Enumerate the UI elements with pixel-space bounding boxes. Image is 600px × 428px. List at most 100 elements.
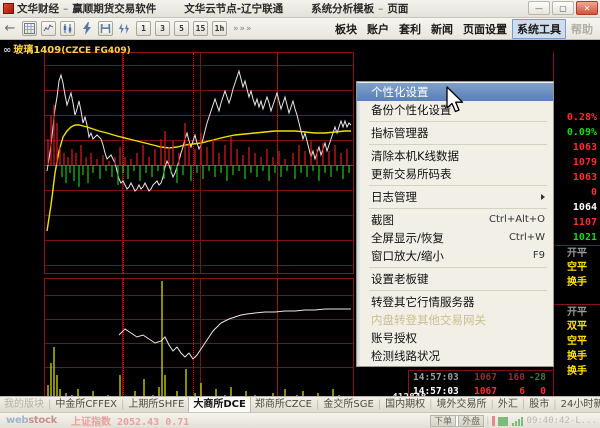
- sector-divider: |: [521, 399, 526, 410]
- index-value: 2052.43: [117, 417, 160, 428]
- menu-option-set-boss-key[interactable]: 设置老板键: [371, 272, 429, 286]
- sector-tab-dce[interactable]: 大商所DCE: [188, 397, 251, 412]
- menu-option-update-exchange-code-table[interactable]: 更新交易所码表: [371, 167, 452, 181]
- menu-item-help[interactable]: 帮助: [571, 23, 593, 36]
- refresh-icon[interactable]: [117, 21, 132, 36]
- back-arrow-icon[interactable]: ←: [4, 21, 16, 36]
- quote-row: 1021: [572, 232, 597, 243]
- period-button-15[interactable]: 15: [193, 21, 208, 36]
- quote-row: 1063: [572, 142, 597, 153]
- period-button-3[interactable]: 3: [155, 21, 170, 36]
- sector-tab-24h-news[interactable]: 24小时新闻: [560, 399, 600, 410]
- order-button[interactable]: 下单: [430, 415, 457, 427]
- minimize-button[interactable]: —: [528, 1, 550, 15]
- tick-volume: 160: [507, 372, 525, 383]
- menu-option-indicator-manager[interactable]: 指标管理器: [371, 126, 429, 140]
- sector-divider: |: [429, 399, 433, 410]
- period-button-5[interactable]: 5: [174, 21, 189, 36]
- quote-column[interactable]: 0.28% 0.09% 1063 1079 1063 0 1064 1107 1…: [553, 52, 600, 414]
- sector-tab-my-sectors[interactable]: 我的版块: [4, 399, 44, 410]
- menu-item-page-settings[interactable]: 页面设置: [463, 23, 507, 36]
- menu-option-personalization-settings[interactable]: 个性化设置: [357, 83, 553, 101]
- sector-divider: |: [490, 399, 494, 410]
- menu-option-account-authorization[interactable]: 账号授权: [371, 331, 417, 345]
- lightning-icon[interactable]: [79, 21, 94, 36]
- menu-side-stripe: [357, 82, 360, 366]
- menu-option-backup-personalization[interactable]: 备份个性化设置: [371, 103, 452, 117]
- more-periods-icon[interactable]: »»»: [233, 23, 253, 34]
- app-logo-icon: [3, 3, 14, 14]
- quote-group2-row: 换手: [567, 351, 587, 362]
- menu-item-account[interactable]: 账户: [367, 23, 389, 36]
- index-ticker: 上证指数 2052.43 0.71: [71, 413, 189, 428]
- quote-group2-row: 换手: [567, 366, 587, 377]
- quote-group2-header: 开平: [554, 304, 600, 319]
- signal-block-icon: [497, 416, 508, 426]
- sector-tab-forex[interactable]: 外汇: [497, 399, 518, 410]
- menu-item-arbitrage[interactable]: 套利: [399, 23, 421, 36]
- menu-item-sectors[interactable]: 板块: [335, 23, 357, 36]
- signal-strength-icon: [511, 416, 523, 426]
- sector-tab-cffex[interactable]: 中金所CFFEX: [55, 399, 118, 410]
- sector-divider: |: [48, 399, 52, 410]
- toolbar: ← 1 3 5 15 1h »»» 板块 账户 套利 新闻 页面设置: [0, 18, 600, 40]
- period-button-1[interactable]: 1: [136, 21, 151, 36]
- quote-group1-row: 换手: [567, 277, 587, 288]
- tick-oi: 0: [540, 386, 546, 397]
- sector-divider: |: [315, 399, 320, 410]
- sector-tab-stocks[interactable]: 股市: [529, 399, 550, 410]
- menu-item-system-tools[interactable]: 系统工具: [512, 19, 566, 39]
- menu-option-check-line-status[interactable]: 检测线路状况: [371, 349, 440, 363]
- save-icon[interactable]: [98, 21, 113, 36]
- sector-divider: |: [121, 399, 125, 410]
- close-button[interactable]: ✕: [576, 1, 598, 15]
- chart-title: ∞ 玻璃1409(CZCE FG409): [3, 41, 131, 56]
- overseas-button[interactable]: 外盘: [458, 415, 485, 427]
- sector-tab-overseas-exchanges[interactable]: 境外交易所: [436, 399, 487, 410]
- index-name: 上证指数: [70, 417, 111, 428]
- chart-area[interactable]: ∞玻璃1409(CZCE FG409) 1076 1073 1070 1067 …: [0, 40, 600, 428]
- quote-row: 0: [590, 187, 597, 198]
- clock-label: 09:40:42-L...: [526, 416, 597, 426]
- maximize-button[interactable]: ▢: [552, 1, 574, 15]
- price-pane[interactable]: [44, 52, 354, 274]
- system-tools-dropdown-menu[interactable]: 个性化设置 备份个性化设置 指标管理器 清除本机K线数据 更新交易所码表 日志管…: [356, 81, 554, 367]
- title-template: 系统分析模板: [311, 3, 375, 15]
- sector-divider: |: [377, 399, 382, 410]
- table-row[interactable]: 14:57:03 1067 6 0: [409, 385, 553, 399]
- menu-option-switch-quote-server[interactable]: 转登其它行情服务器: [371, 295, 475, 309]
- menu-option-window-zoom[interactable]: 窗口放大/缩小 F9: [371, 249, 545, 263]
- sector-tab-sge[interactable]: 金交所SGE: [323, 399, 374, 410]
- title-dash-2: –: [378, 2, 384, 15]
- title-dash: –: [63, 2, 69, 15]
- menu-option-fullscreen-toggle[interactable]: 全屏显示/恢复 Ctrl+W: [371, 231, 545, 245]
- menu-option-switch-trade-gateway[interactable]: 内盘转登其他交易网关: [371, 313, 486, 327]
- grid-icon[interactable]: [22, 21, 37, 36]
- sector-tab-shfe[interactable]: 上期所SHFE: [128, 399, 185, 410]
- quote-group1-row: 空平: [567, 262, 587, 273]
- menu-option-log-management[interactable]: 日志管理: [357, 188, 553, 206]
- candlestick-icon[interactable]: [60, 21, 75, 36]
- menu-separator: [369, 208, 547, 209]
- title-cloud-node: 文华云节点-辽宁联通: [184, 3, 284, 15]
- menu-separator: [369, 267, 547, 268]
- menu-item-news[interactable]: 新闻: [431, 23, 453, 36]
- title-bar: 文华财经 – 赢顺期货交易软件 文华云节点-辽宁联通 系统分析模板 – 页面 —…: [0, 0, 600, 18]
- quote-row: 1064: [572, 202, 597, 213]
- menu-option-screenshot[interactable]: 截图 Ctrl+Alt+O: [371, 213, 545, 227]
- period-button-1h[interactable]: 1h: [212, 21, 227, 36]
- tick-time: 14:57:03: [413, 372, 459, 383]
- menu-accel: F9: [532, 250, 545, 261]
- chart-line-icon[interactable]: [41, 21, 56, 36]
- menu-separator: [369, 121, 547, 122]
- quote-row: 1063: [572, 172, 597, 183]
- menu-accel: Ctrl+W: [508, 232, 545, 243]
- webstock-logo: webstock: [6, 415, 57, 426]
- volume-pane[interactable]: [44, 278, 354, 414]
- status-bar-right: 下单 外盘 | 09:40:42-L...: [428, 415, 597, 427]
- sector-tab-czce[interactable]: 郑商所CZCE: [254, 399, 312, 410]
- sector-tab-domestic-options[interactable]: 国内期权: [385, 399, 426, 410]
- table-row[interactable]: 14:57:03 1067 160 -28: [409, 371, 553, 385]
- menu-option-clear-local-kline-data[interactable]: 清除本机K线数据: [371, 149, 460, 163]
